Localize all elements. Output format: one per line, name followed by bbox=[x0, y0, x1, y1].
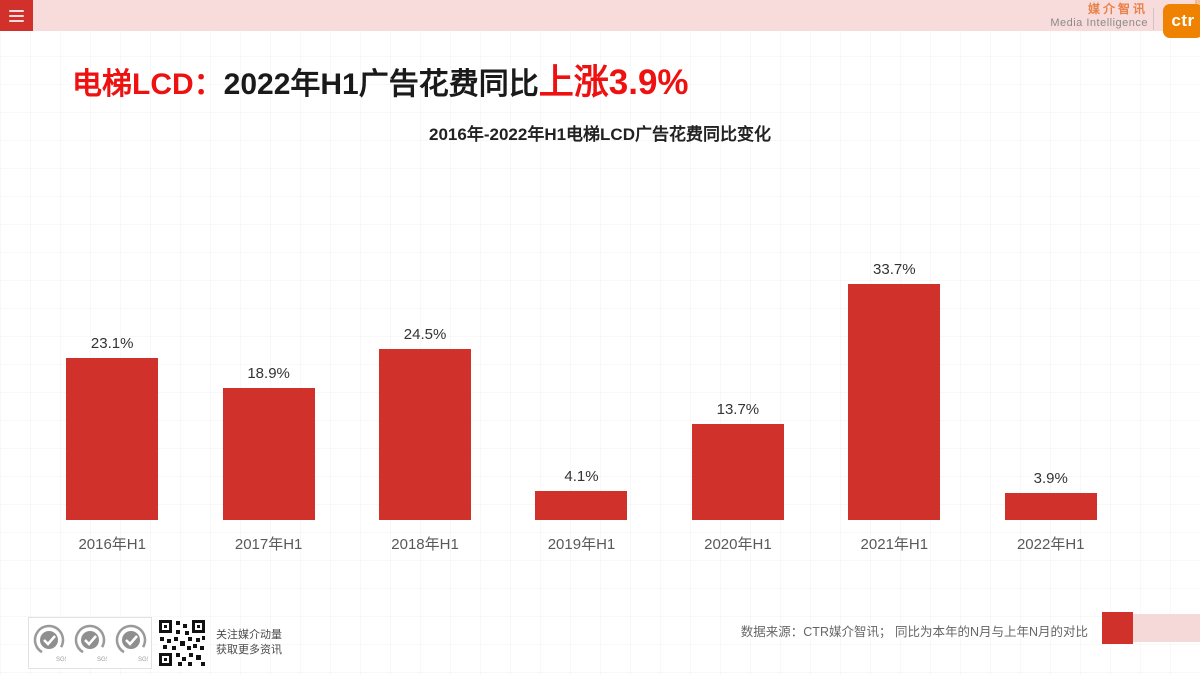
bar-value-label: 13.7% bbox=[716, 401, 760, 419]
sgs-certification-icon: SGS bbox=[115, 624, 148, 663]
bar bbox=[691, 424, 784, 520]
page-title: 电梯LCD：2022年H1广告花费同比上涨3.9% bbox=[72, 54, 689, 105]
x-axis-label: 2022年H1 bbox=[1016, 536, 1085, 553]
menu-button[interactable] bbox=[0, 0, 33, 31]
sgs-certification-icon: SGS bbox=[34, 624, 66, 663]
bar-columns: 23.1% 2016年H1 18.9% 2017年H1 24.5% 2018年H1 4.1%… bbox=[34, 255, 1129, 554]
qr-caption-line1: 关注媒介动量 bbox=[216, 629, 282, 641]
bar-group: 3.9% 2022年H1 bbox=[973, 255, 1129, 554]
bar-value-label: 33.7% bbox=[873, 261, 916, 279]
bar-group: 13.7% 2020年H1 bbox=[660, 255, 816, 554]
data-source-note: 数据来源：CTR媒介智讯； 同比为本年的N月与上年N月的对比 bbox=[740, 625, 1088, 639]
brand-name-en: Media Intelligence bbox=[1050, 17, 1148, 29]
brand-block: 媒介智讯 Media Intelligence bbox=[1050, 3, 1148, 29]
bar-group: 24.5% 2018年H1 bbox=[347, 255, 503, 554]
bar-stack: 33.7% bbox=[848, 255, 941, 520]
legend-pink-swatch bbox=[1133, 614, 1200, 642]
x-axis-label: 2018年H1 bbox=[391, 536, 459, 553]
brand-name-cn: 媒介智讯 bbox=[1087, 2, 1148, 16]
bar bbox=[66, 358, 159, 520]
x-axis-label: 2020年H1 bbox=[704, 536, 772, 553]
title-middle: 2022年H1广告花费同比 bbox=[223, 68, 539, 101]
bar bbox=[222, 387, 315, 520]
x-axis-label: 2019年H1 bbox=[547, 536, 616, 553]
bar-value-label: 24.5% bbox=[403, 325, 447, 343]
hamburger-icon bbox=[9, 14, 24, 17]
bar-value-label: 18.9% bbox=[247, 364, 290, 382]
svg-text:SGS: SGS bbox=[138, 657, 148, 663]
hamburger-icon bbox=[9, 9, 24, 12]
bar-value-label: 4.1% bbox=[564, 468, 599, 486]
divider bbox=[1153, 8, 1154, 30]
bar-stack: 4.1% bbox=[535, 255, 628, 520]
x-axis-label: 2021年H1 bbox=[860, 536, 929, 553]
bar-group: 33.7% 2021年H1 bbox=[816, 255, 972, 554]
bar-value-label: 3.9% bbox=[1033, 469, 1068, 487]
qr-code-icon bbox=[158, 619, 206, 667]
x-axis-label: 2017年H1 bbox=[234, 536, 303, 553]
svg-text:SGS: SGS bbox=[56, 657, 66, 663]
bar-group: 23.1% 2016年H1 bbox=[34, 255, 190, 554]
bar-stack: 3.9% bbox=[1004, 255, 1097, 520]
bar-stack: 18.9% bbox=[222, 255, 315, 520]
bar bbox=[848, 284, 941, 520]
title-prefix: 电梯LCD： bbox=[72, 68, 224, 101]
registered-mark: ® bbox=[1194, 0, 1200, 7]
bar-group: 4.1% 2019年H1 bbox=[503, 255, 659, 554]
svg-text:SGS: SGS bbox=[97, 657, 107, 663]
title-highlight: 上涨3.9% bbox=[538, 63, 689, 102]
bar bbox=[1004, 492, 1097, 520]
ctr-logo-text: ctr bbox=[1171, 11, 1195, 30]
qr-caption-line2: 获取更多资讯 bbox=[216, 644, 282, 656]
legend-red-swatch bbox=[1102, 612, 1133, 644]
bar bbox=[379, 348, 472, 520]
bar-chart: 23.1% 2016年H1 18.9% 2017年H1 24.5% 2018年H1 4.1%… bbox=[34, 255, 1129, 554]
ctr-logo: ctr bbox=[1163, 4, 1200, 38]
sgs-certification-badges: SGS SGS SGS bbox=[28, 617, 152, 669]
qr-caption: 关注媒介动量 获取更多资讯 bbox=[216, 628, 282, 658]
x-axis-label: 2016年H1 bbox=[78, 536, 146, 553]
bar-stack: 13.7% bbox=[691, 255, 784, 520]
hamburger-icon bbox=[9, 19, 24, 22]
bar-value-label: 23.1% bbox=[90, 335, 134, 353]
bar-stack: 23.1% bbox=[66, 255, 159, 520]
sgs-certification-icon: SGS bbox=[74, 624, 107, 663]
bar bbox=[535, 491, 628, 520]
bar-group: 18.9% 2017年H1 bbox=[190, 255, 346, 554]
header-bar: 媒介智讯 Media Intelligence ctr ® bbox=[0, 0, 1200, 38]
bar-stack: 24.5% bbox=[379, 255, 472, 520]
chart-title: 2016年-2022年H1电梯LCD广告花费同比变化 bbox=[429, 125, 771, 144]
